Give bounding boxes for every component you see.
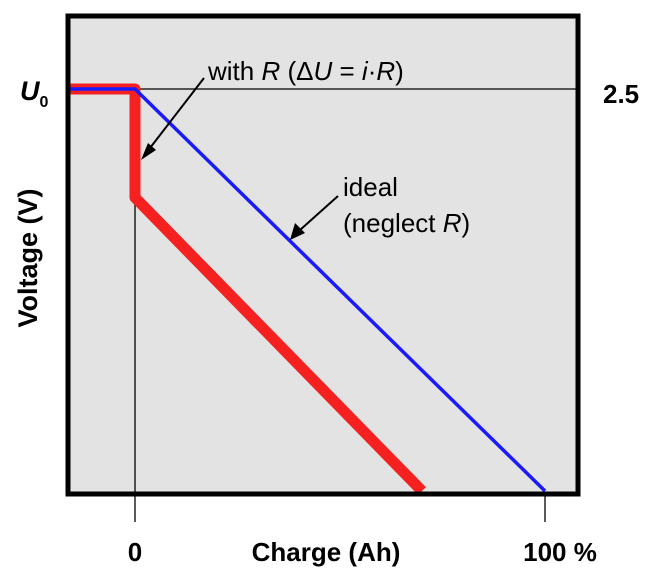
x-axis-title: Charge (Ah) [252,537,401,567]
x-tick-label-100: 100 % [523,537,597,567]
with-r-arrow [141,77,205,160]
with-r-annotation: with R (ΔU = i·R) [207,56,404,86]
plot-frame [65,13,581,497]
ideal-series-line [69,87,547,493]
ideal-annotation-line1: ideal [343,172,398,202]
y-axis-title: Voltage (V) [13,188,43,327]
plot-area [68,16,578,494]
ideal-arrow [290,195,339,240]
ideal-annotation-line2: (neglect R) [343,208,470,238]
x-tick-label-0: 0 [128,537,142,567]
u0-value-label: 2.5 [603,79,639,109]
u0-label: U0 [20,76,49,111]
